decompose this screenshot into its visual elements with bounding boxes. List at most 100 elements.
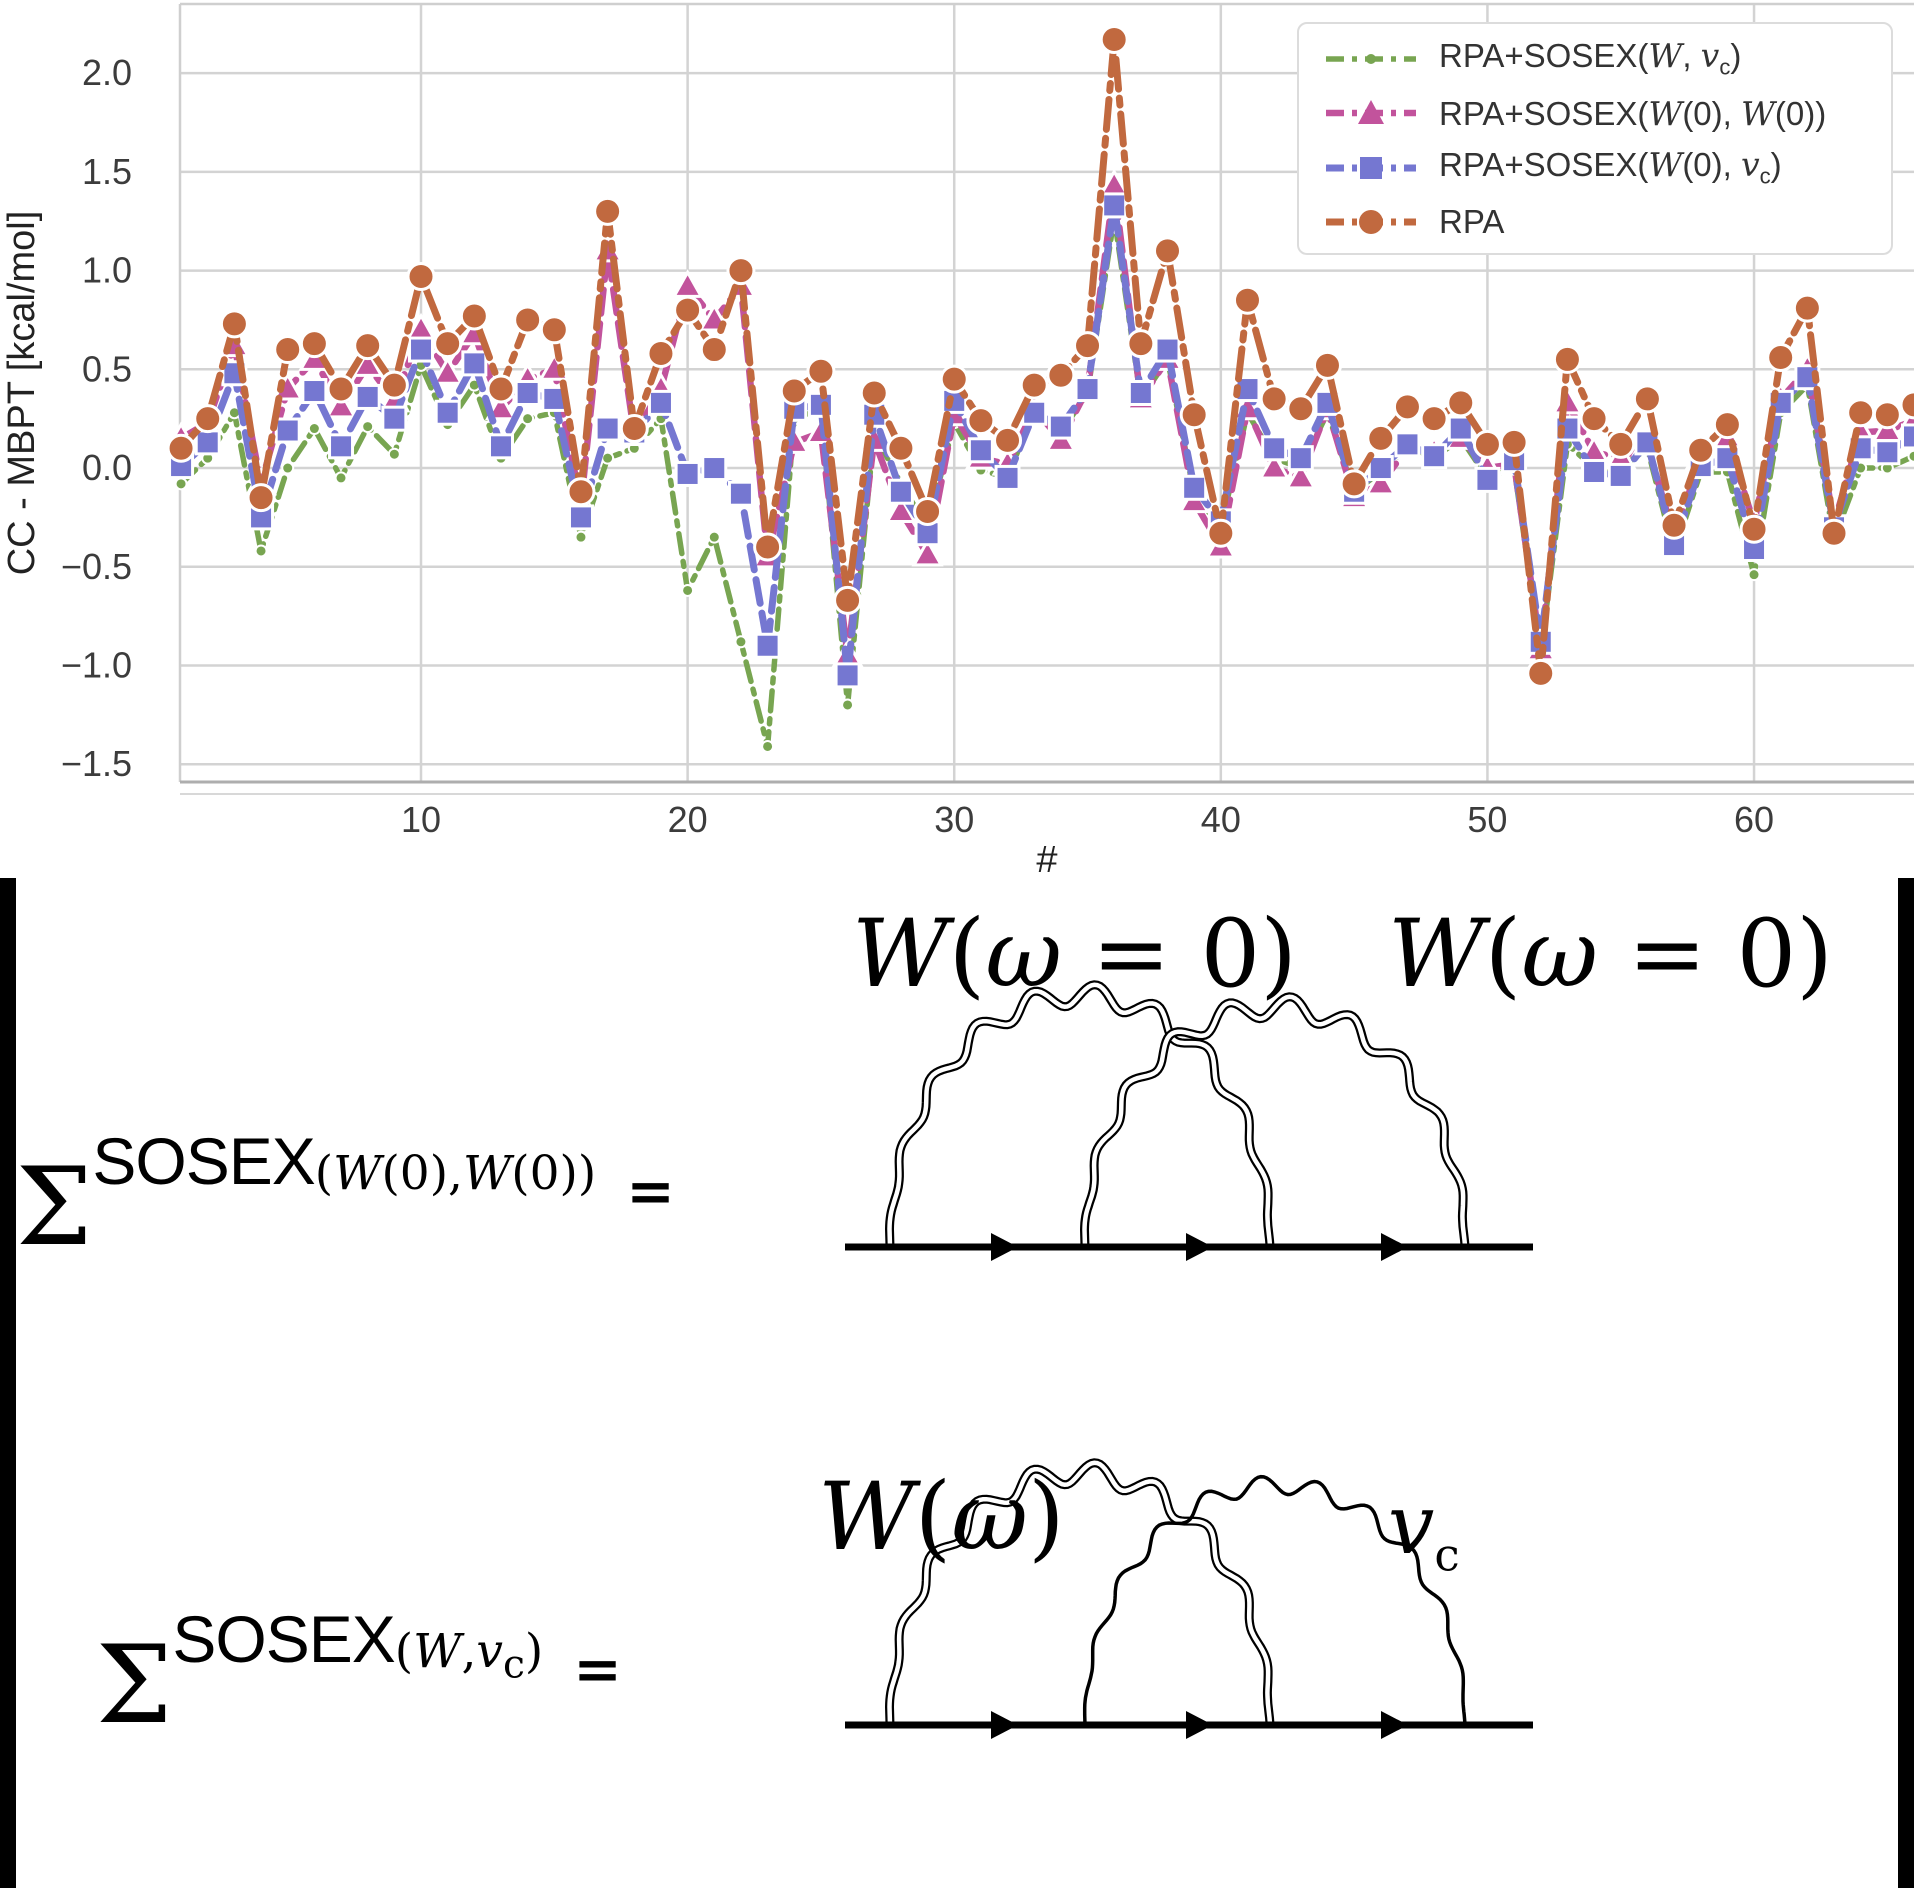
marker-circle [273, 335, 303, 365]
marker-square [754, 632, 781, 659]
y-tick-label: 0.5 [82, 348, 132, 389]
marker-circle [486, 374, 516, 404]
marker-circle [1739, 514, 1769, 544]
marker-circle [219, 309, 249, 339]
w-omega-0-label-2: W(ω = 0) [1388, 900, 1833, 1009]
marker-circle [1579, 404, 1609, 434]
marker-circle [1872, 400, 1902, 430]
marker-circle [1099, 25, 1129, 55]
fermion-arrow [1186, 1711, 1213, 1739]
marker-square [1474, 466, 1501, 493]
marker-circle [1632, 384, 1662, 414]
fermion-arrow [991, 1233, 1018, 1261]
marker-circle [806, 356, 836, 386]
legend-marker-square [1360, 156, 1382, 179]
marker-dot [734, 635, 748, 649]
x-tick-label: 10 [401, 799, 441, 840]
w-omega-0-label-1: W(ω = 0) [852, 900, 1297, 1009]
marker-square [434, 399, 461, 426]
marker-triangle [671, 269, 704, 298]
marker-square [967, 437, 994, 464]
marker-circle [1552, 344, 1582, 374]
marker-circle [1019, 370, 1049, 400]
sosex-superscript: SOSEX [172, 1602, 395, 1676]
marker-square [408, 336, 435, 363]
marker-dot [1747, 568, 1761, 582]
chart-legend: RPA+SOSEX(W, vc) RPA+SOSEX(W(0), W(0)) RPA… [1297, 22, 1893, 255]
marker-dot [681, 583, 695, 597]
marker-dot [521, 412, 535, 426]
marker-square [1074, 376, 1101, 403]
left-black-border-bar [0, 878, 16, 1888]
y-tick-label: 2.0 [82, 52, 132, 93]
marker-square [1154, 336, 1181, 363]
marker-dot [1907, 449, 1914, 463]
marker-square [701, 455, 728, 482]
marker-circle [1339, 469, 1369, 499]
marker-dot [307, 422, 321, 436]
marker-square [381, 405, 408, 432]
marker-circle [1232, 285, 1262, 315]
sigma-symbol: Σ [96, 1623, 173, 1748]
marker-circle [1526, 658, 1556, 688]
marker-circle [566, 477, 596, 507]
marker-circle [699, 335, 729, 365]
marker-triangle [351, 348, 384, 377]
marker-circle [1126, 329, 1156, 359]
equals-sign: = [573, 1635, 622, 1703]
y-axis-title: CC - MBPT [kcal/mol] [1, 211, 43, 576]
marker-circle [353, 331, 383, 361]
marker-square [594, 415, 621, 442]
marker-circle [1259, 384, 1289, 414]
marker-circle [1073, 331, 1103, 361]
vc-label: vc [1388, 1478, 1460, 1582]
legend-line-sample [1326, 100, 1416, 125]
marker-circle [859, 378, 889, 408]
marker-circle [459, 301, 489, 331]
series-line-RPA+SOSEX(W, vc) [178, 214, 1914, 750]
marker-square [834, 662, 861, 689]
marker-circle [193, 404, 223, 434]
marker-circle [939, 364, 969, 394]
marker-circle [433, 329, 463, 359]
marker-circle [1472, 429, 1502, 459]
marker-circle [593, 196, 623, 226]
legend-marker-triangle [1358, 100, 1384, 125]
marker-circle [1899, 390, 1914, 420]
fermion-arrow [1186, 1233, 1213, 1261]
marker-square [1581, 458, 1608, 485]
marker-triangle [324, 389, 358, 419]
marker-square [727, 480, 754, 507]
marker-circle [1179, 400, 1209, 430]
marker-triangle [484, 391, 518, 421]
marker-circle [779, 376, 809, 406]
marker-circle [379, 370, 409, 400]
sosex-superscript: SOSEX [92, 1124, 315, 1198]
marker-square [887, 478, 914, 505]
marker-circle [886, 433, 916, 463]
marker-circle [1419, 404, 1449, 434]
marker-square [1367, 455, 1394, 482]
marker-square [1047, 413, 1074, 440]
legend-line-sample [1326, 156, 1416, 179]
w0-interaction-arc-2-core [1082, 994, 1468, 1248]
benchmark-error-chart: 2.0 1.5 1.0 0.5 0.0 −0.5 −1.0 −1.5 10 20 30 40 50 60 C… [0, 0, 1914, 878]
legend-marker-circle [1359, 209, 1383, 234]
marker-circle [1792, 293, 1822, 323]
marker-circle [1153, 236, 1183, 266]
marker-circle [166, 433, 196, 463]
marker-circle [1819, 518, 1849, 548]
chart-canvas: 2.0 1.5 1.0 0.5 0.0 −0.5 −1.0 −1.5 10 20 30 40 50 60 C… [1, 2, 1914, 878]
marker-circle [406, 261, 436, 291]
right-black-border-bar [1898, 878, 1914, 1888]
marker-circle [619, 414, 649, 444]
marker-square [567, 504, 594, 531]
marker-square [194, 429, 221, 456]
marker-square [301, 378, 328, 405]
marker-dot [601, 451, 615, 465]
marker-dot [174, 477, 188, 491]
feynman-diagrams-canvas [845, 980, 1533, 1739]
marker-dot [574, 530, 588, 544]
x-tick-label: 50 [1467, 799, 1507, 840]
marker-triangle [431, 356, 464, 385]
